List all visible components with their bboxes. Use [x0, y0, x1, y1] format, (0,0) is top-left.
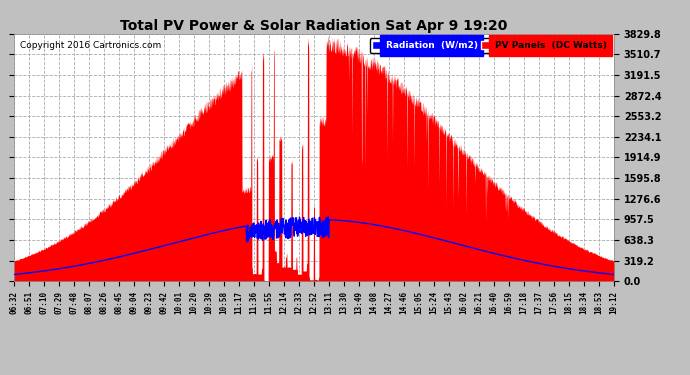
- Title: Total PV Power & Solar Radiation Sat Apr 9 19:20: Total PV Power & Solar Radiation Sat Apr…: [120, 19, 508, 33]
- Text: Copyright 2016 Cartronics.com: Copyright 2016 Cartronics.com: [20, 41, 161, 50]
- Legend: Radiation  (W/m2), PV Panels  (DC Watts): Radiation (W/m2), PV Panels (DC Watts): [370, 38, 609, 53]
